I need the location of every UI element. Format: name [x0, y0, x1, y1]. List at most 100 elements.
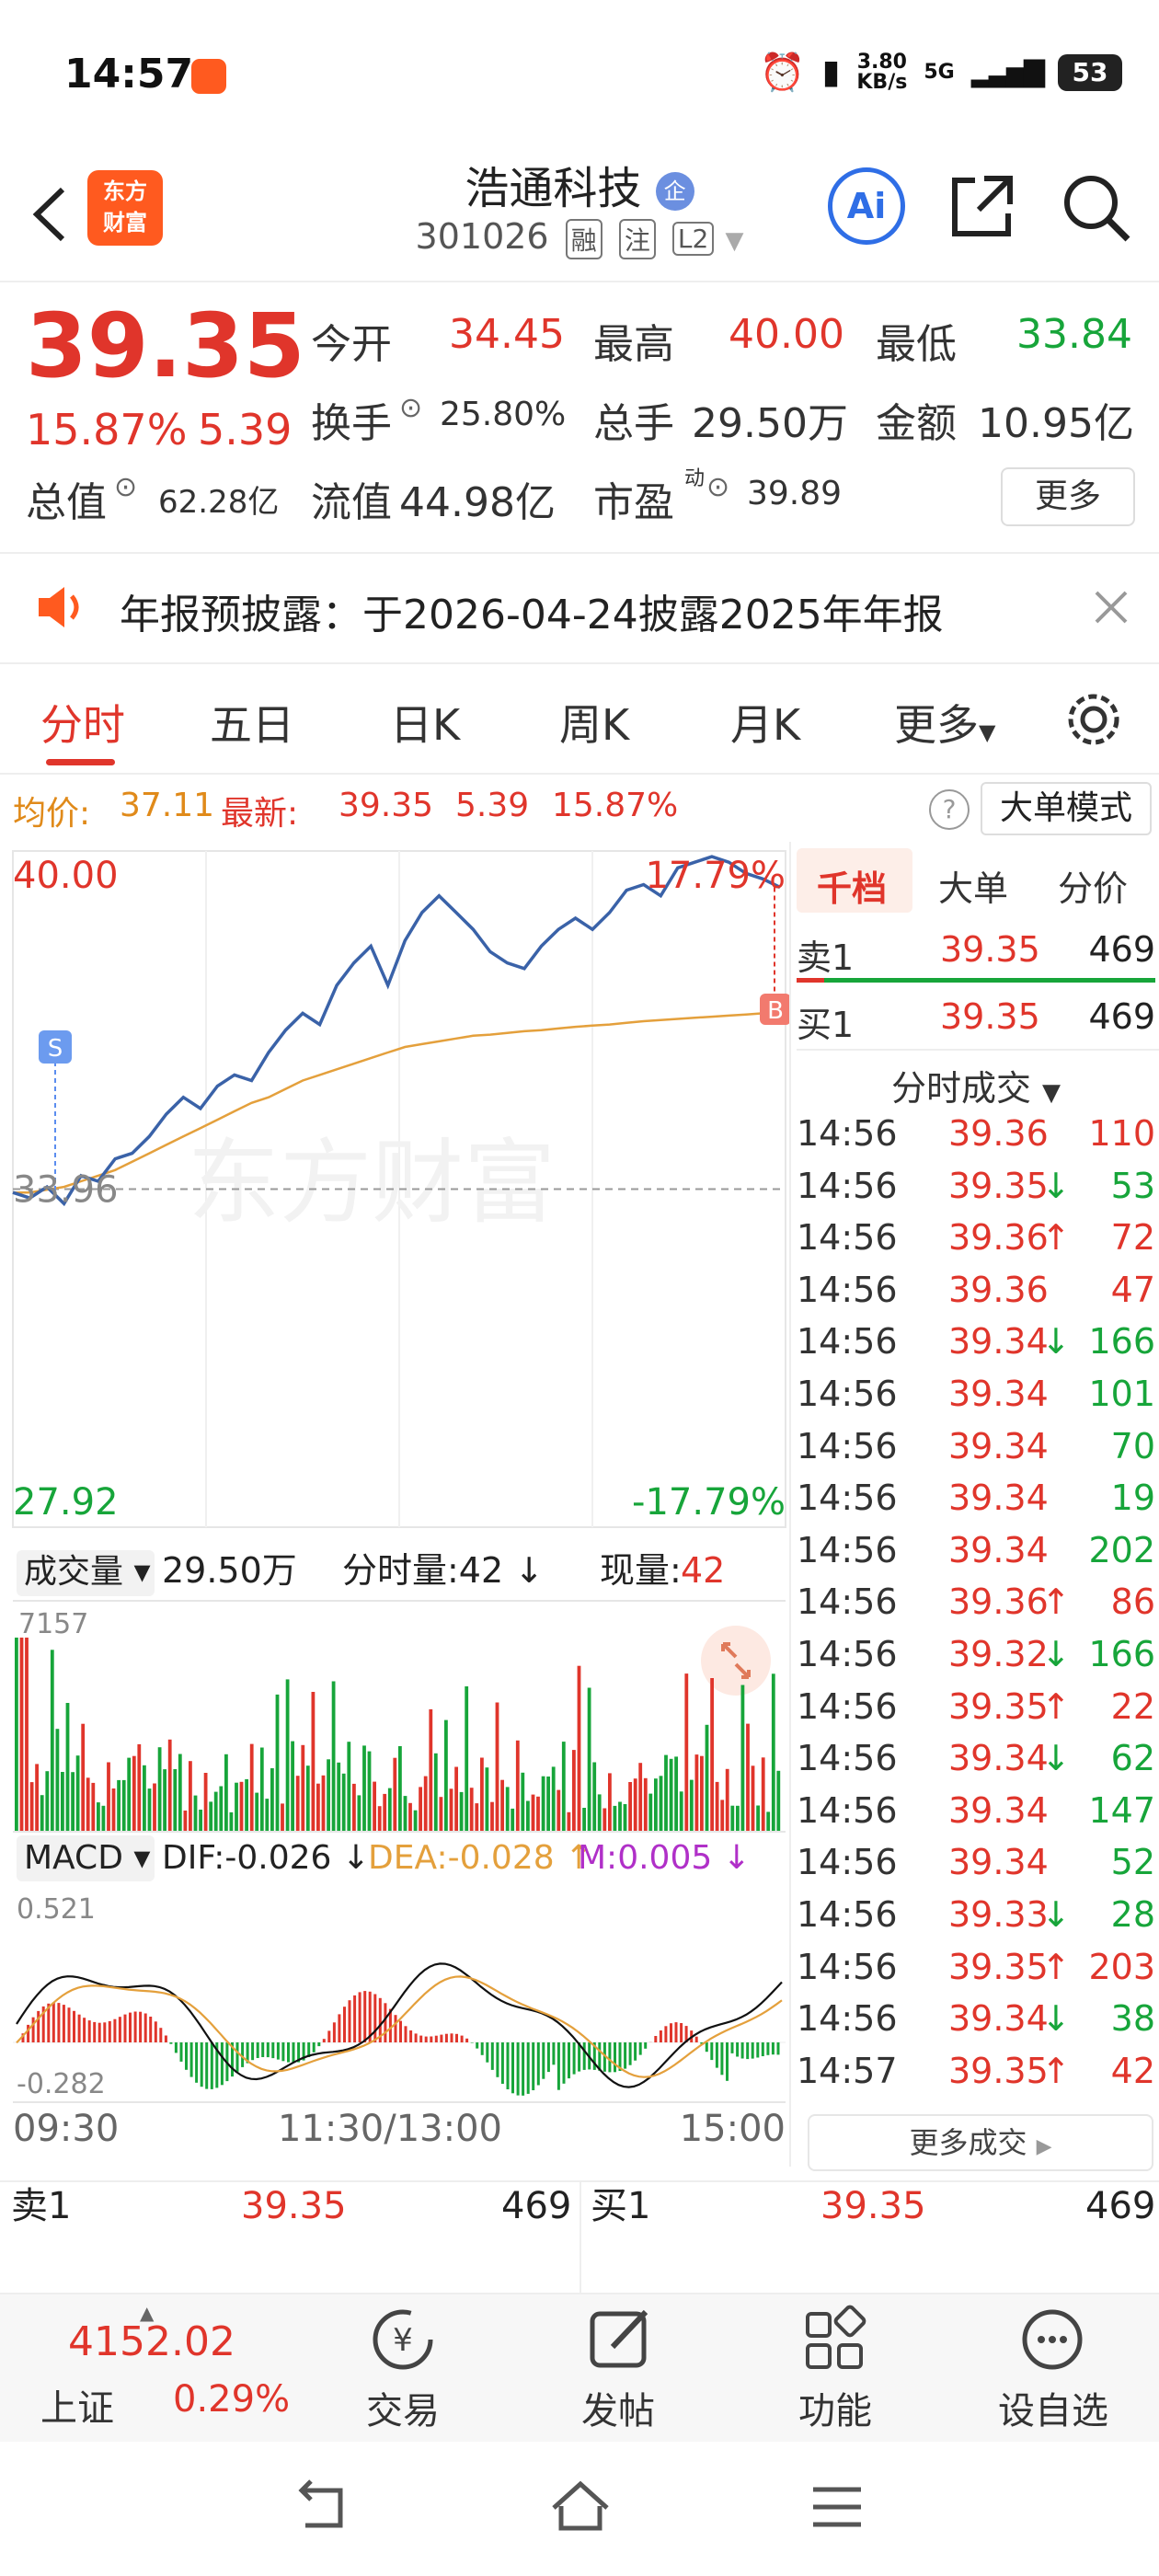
macd-bar [465, 2038, 469, 2042]
volume-bar [295, 1776, 300, 1831]
orderbar-buy-price: 39.35 [820, 2185, 926, 2227]
tag-l2: L2 [671, 222, 715, 256]
x-axis-start: 09:30 [13, 2108, 119, 2150]
nav-add-watchlist[interactable]: 设自选 [998, 2390, 1108, 2432]
macd-bar [143, 2013, 147, 2042]
tab-daily-k[interactable]: 日K [390, 700, 461, 750]
menu-nav-icon[interactable] [809, 2482, 865, 2532]
share-icon[interactable] [947, 171, 1017, 241]
nav-post[interactable]: 发帖 [581, 2390, 655, 2432]
volume-selector: 成交量 ▾ [24, 1553, 151, 1591]
more-ticks-button[interactable]: 更多成交 ▶ [808, 2114, 1153, 2171]
buy-marker [760, 994, 791, 1025]
volume-bar [582, 1808, 586, 1831]
big-order-mode-button[interactable]: 大单模式 [981, 782, 1152, 835]
open-label: 今开 [311, 321, 392, 368]
search-icon[interactable] [1060, 171, 1133, 245]
tab-five-day[interactable]: 五日 [210, 700, 294, 750]
tab-weekly-k[interactable]: 周K [559, 700, 630, 750]
volume-bar [403, 1796, 407, 1831]
net-speed-value: 3.80 [856, 50, 907, 74]
volume-value: 29.50万 [692, 400, 848, 447]
nav-trade[interactable]: 交易 [366, 2390, 440, 2432]
volume-bar [249, 1743, 254, 1831]
volume-bar [689, 1779, 694, 1831]
signal-icon: ▂▃▅▇ [970, 56, 1045, 88]
watermark: 东方财富 [188, 1129, 556, 1236]
volume-bar [597, 1794, 602, 1831]
tick-time: 14:56 [797, 1581, 898, 1623]
back-nav-icon[interactable] [293, 2479, 351, 2535]
panel-tab-price-dist[interactable]: 分价 [1058, 868, 1129, 909]
volume-bar [618, 1801, 622, 1831]
macd-bar [751, 2042, 754, 2059]
info-icon[interactable]: ⊙ [114, 471, 138, 503]
macd-bar [470, 2042, 474, 2043]
ticks-title[interactable]: 分时成交 ▼ [797, 1060, 1155, 1110]
tab-intraday[interactable]: 分时 [40, 700, 125, 750]
volume-bar [756, 1805, 760, 1831]
index-name: 上证 [40, 2387, 114, 2430]
tab-more[interactable]: 更多▼ [894, 692, 995, 753]
down-arrow-icon: ↓ [1041, 1998, 1071, 2040]
panel-buy1-row: 买1 39.35 469 [797, 996, 1155, 1048]
more-button[interactable]: 更多 [1001, 467, 1135, 526]
buy1-price: 39.35 [940, 996, 1040, 1037]
macd-bar [108, 2020, 111, 2042]
volume-bar [75, 1755, 80, 1831]
tab-monthly-k[interactable]: 月K [730, 700, 801, 750]
trade-icon[interactable]: ¥ [368, 2305, 438, 2375]
post-icon[interactable] [585, 2305, 655, 2375]
notice-bar[interactable]: 年报预披露：于2026-04-24披露2025年年报 [0, 552, 1159, 664]
home-nav-icon[interactable] [548, 2477, 613, 2536]
tick-time: 14:56 [797, 1789, 898, 1831]
nav-function[interactable]: 功能 [798, 2390, 872, 2432]
macd-bar [210, 2042, 213, 2089]
stock-title[interactable]: 浩通科技 企 [0, 152, 1159, 216]
macd-bar [598, 2042, 602, 2071]
macd-bar [21, 2033, 25, 2042]
function-icon[interactable] [800, 2305, 870, 2375]
tick-row: 14:56 39.34 ↓ 38 [797, 1998, 1155, 2050]
macd-bar [388, 2008, 392, 2042]
macd-bar [327, 2030, 331, 2042]
macd-bar [31, 2017, 35, 2042]
macd-bar [532, 2042, 535, 2090]
macd-top-label: 0.521 [17, 1893, 96, 1926]
volume-bar [209, 1801, 213, 1831]
panel-tab-depth[interactable]: 千档 [817, 868, 888, 909]
volume-bar [163, 1769, 166, 1831]
orderbar-top-border [0, 2180, 1159, 2182]
macd-bar [536, 2042, 540, 2086]
add-watch-icon[interactable] [1017, 2305, 1087, 2375]
macd-bar [384, 2003, 387, 2042]
mktcap-label: 总值 [26, 479, 107, 526]
volume-bar [490, 1801, 494, 1831]
help-icon[interactable]: ? [929, 789, 970, 830]
info-icon[interactable]: ⊙ [399, 392, 423, 424]
volume-bar [147, 1788, 152, 1831]
volume-bar [444, 1719, 448, 1831]
ai-icon[interactable]: Ai [828, 167, 905, 245]
macd-bar [628, 2042, 632, 2065]
index-widget[interactable]: 4152.02 [55, 2318, 235, 2365]
macd-dea-line [16, 1975, 783, 2078]
back-icon[interactable] [26, 182, 72, 247]
macd-bar [419, 2035, 423, 2042]
volume-bar [285, 1679, 290, 1831]
volume-bar [327, 1759, 330, 1831]
tick-row: 14:56 39.32 ↓ 166 [797, 1634, 1155, 1685]
macd-bar [659, 2030, 662, 2042]
stock-code-row[interactable]: 301026 融 注 L2 ▼ [0, 216, 1159, 259]
volume-bar [213, 1791, 218, 1831]
volume-bar [551, 1766, 556, 1831]
info-icon[interactable]: ⊙ [706, 471, 730, 503]
panel-tab-big-order[interactable]: 大单 [938, 868, 1009, 909]
pe-label: 市盈 [593, 479, 674, 526]
close-icon[interactable] [1093, 589, 1130, 626]
volume-bar [511, 1808, 515, 1831]
volume-bar [423, 1776, 428, 1831]
intraday-chart[interactable]: 东方财富 S B 40.00 17.79% 33.96 27.92 -17.79% 成交量 ▾ 2… [0, 842, 791, 2167]
gear-icon[interactable] [1062, 688, 1125, 751]
volume-bar [720, 1800, 725, 1831]
